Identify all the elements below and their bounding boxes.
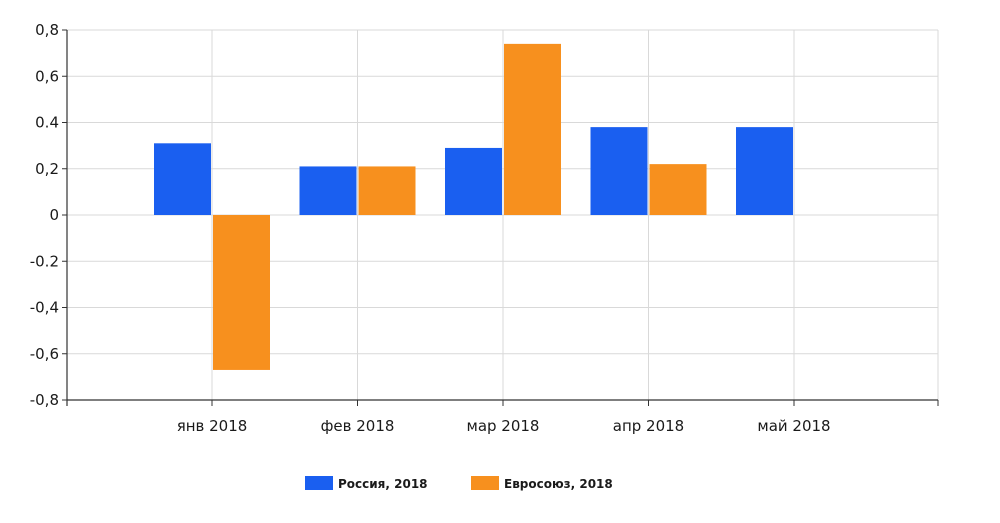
x-axis-ticks: янв 2018 фев 2018 мар 2018 апр 2018 май 2018 (177, 417, 831, 435)
y-tick-label: 0.4 (35, 114, 59, 132)
bar (213, 215, 270, 370)
y-tick-label: 0 (49, 206, 59, 224)
bar (154, 143, 211, 215)
y-tick-label: 0,8 (35, 21, 59, 39)
bar (504, 43, 561, 215)
bars (154, 43, 793, 370)
bar (358, 166, 416, 215)
x-tick-label: мар 2018 (467, 417, 540, 435)
y-tick-label: 0,6 (35, 67, 59, 85)
y-tick-label: 0,2 (35, 160, 59, 178)
x-tick-label: май 2018 (757, 417, 830, 435)
axes (62, 29, 939, 406)
y-tick-label: -0,8 (30, 391, 59, 409)
legend-swatch (305, 476, 333, 490)
y-tick-label: -0,4 (30, 299, 59, 317)
x-tick-label: янв 2018 (177, 417, 248, 435)
bar (590, 127, 648, 215)
x-tick-label: фев 2018 (321, 417, 395, 435)
grid (67, 29, 939, 401)
y-axis-ticks: 0,8 0,6 0.4 0,2 0 -0.2 -0,4 -0,6 -0,8 (30, 21, 59, 409)
bar (299, 166, 357, 215)
bar (445, 147, 502, 215)
y-tick-label: -0,6 (30, 345, 59, 363)
bar (736, 127, 793, 215)
legend-label: Россия, 2018 (338, 477, 428, 491)
y-tick-label: -0.2 (30, 252, 59, 270)
legend: Россия, 2018 Евросоюз, 2018 (305, 476, 613, 491)
bar (649, 164, 707, 215)
legend-swatch (471, 476, 499, 490)
legend-label: Евросоюз, 2018 (504, 477, 613, 491)
x-tick-label: апр 2018 (613, 417, 684, 435)
